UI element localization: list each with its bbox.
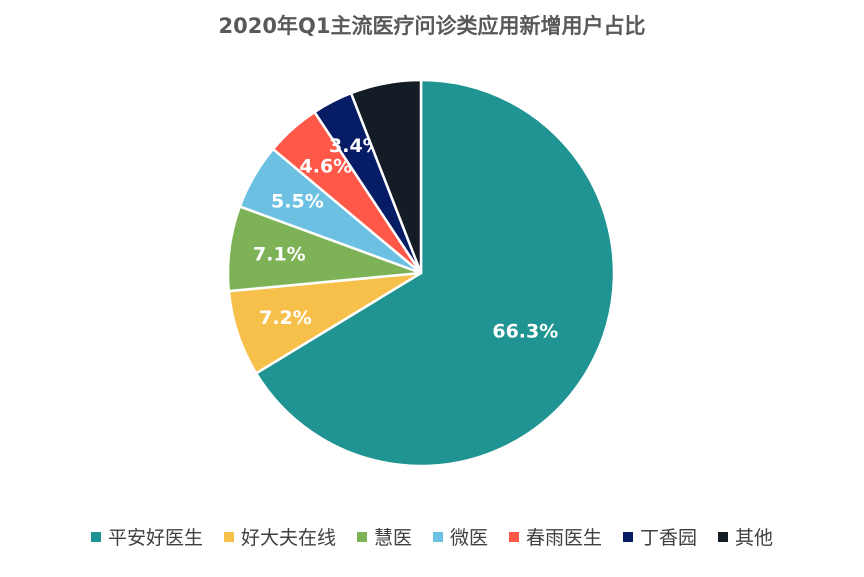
- legend-label: 平安好医生: [107, 527, 203, 549]
- legend-swatch: [356, 531, 367, 542]
- legend-label: 丁香园: [640, 527, 698, 549]
- legend-label: 慧医: [373, 527, 412, 549]
- data-label: 66.3%: [492, 321, 558, 343]
- chart-legend: 平安好医生 好大夫在线 慧医 微医 春雨医生 丁香园 其他: [0, 523, 864, 550]
- legend-item: 慧医: [356, 523, 412, 550]
- legend-swatch: [90, 531, 101, 542]
- legend-label: 其他: [735, 527, 774, 549]
- legend-item: 微医: [432, 523, 488, 550]
- chart-title: 2020年Q1主流医疗问诊类应用新增用户占比: [218, 14, 646, 38]
- legend-swatch: [718, 531, 729, 542]
- data-label: 7.2%: [259, 307, 312, 329]
- legend-item: 春雨医生: [509, 523, 602, 550]
- pie-slice: [349, 78, 423, 275]
- legend-item: 平安好医生: [90, 523, 203, 550]
- data-label: 5.5%: [271, 190, 324, 212]
- data-label: 7.1%: [253, 244, 306, 266]
- legend-item: 丁香园: [623, 523, 697, 550]
- pie-slice: [254, 78, 616, 468]
- legend-swatch: [509, 531, 519, 542]
- legend-label: 春雨医生: [526, 527, 603, 549]
- legend-swatch: [432, 531, 443, 542]
- legend-item: 其他: [718, 523, 773, 550]
- legend-swatch: [223, 531, 234, 542]
- legend-swatch: [623, 531, 634, 542]
- legend-label: 微医: [449, 527, 488, 549]
- legend-item: 好大夫在线: [223, 523, 336, 550]
- data-label: 4.6%: [300, 155, 353, 177]
- legend-label: 好大夫在线: [240, 527, 336, 549]
